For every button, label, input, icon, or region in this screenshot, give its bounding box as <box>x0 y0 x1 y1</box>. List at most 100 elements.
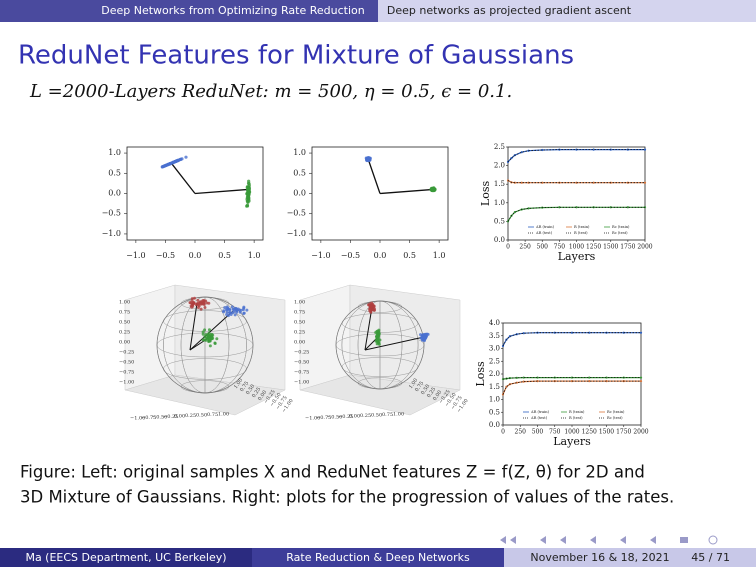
x-tick-label: 0.25 <box>360 413 371 419</box>
y-tick-label: 3.0 <box>489 345 500 353</box>
y-tick-label: 0.0 <box>494 236 505 244</box>
sample-point <box>368 307 372 311</box>
z-tick-label: 0.25 <box>119 330 130 336</box>
x-tick-label: 1500 <box>603 244 618 251</box>
sample-point <box>199 307 203 311</box>
loss-point <box>541 148 544 152</box>
loss-point <box>522 332 525 335</box>
loss-point <box>575 206 578 209</box>
nav-icon[interactable] <box>680 537 688 543</box>
loss-line <box>507 180 645 184</box>
legend-label: ΔR (test) <box>536 231 553 235</box>
y-tick-label: 2.0 <box>489 370 500 378</box>
sample-point <box>208 344 212 348</box>
x-tick-label: 1.00 <box>218 412 229 418</box>
x-tick-label: 1.00 <box>393 412 404 418</box>
sample-point <box>184 155 188 159</box>
sample-point <box>203 306 207 310</box>
feature-direction <box>189 310 234 351</box>
x-tick-label: −0.50 <box>152 415 167 421</box>
loss-point <box>639 331 643 334</box>
loss-point <box>626 206 629 209</box>
x-tick-label: −0.50 <box>327 415 342 421</box>
y-tick-label: 0.25 <box>251 386 262 399</box>
sphere-plot: 1.000.750.500.250.00−0.25−0.50−0.75−1.00… <box>294 284 470 422</box>
feature-direction <box>364 306 373 351</box>
sample-point <box>207 339 211 343</box>
sample-point <box>375 333 379 337</box>
x-tick-label: 250 <box>515 429 527 436</box>
sample-point <box>203 335 207 339</box>
x-tick-label: 0.25 <box>185 413 196 419</box>
legend-label: R (train) <box>574 225 590 229</box>
subtitle: L =2000-Layers ReduNet: m = 500, η = 0.5… <box>29 81 512 102</box>
sample-point <box>225 310 229 314</box>
loss-point <box>520 181 523 184</box>
x-tick-label: 1.0 <box>248 251 261 260</box>
z-tick-label: 0.75 <box>119 310 130 316</box>
loss-point <box>522 376 525 379</box>
x-tick-label: 0 <box>506 244 510 251</box>
y-tick-label: 1.0 <box>489 396 500 404</box>
legend-label: ΔR (train) <box>536 225 555 229</box>
y-tick-label: 1.5 <box>489 383 500 391</box>
feature-direction <box>189 302 198 351</box>
y-tick-label: 4.0 <box>489 319 500 327</box>
y-tick-label: 3.5 <box>489 332 500 340</box>
x-tick-label: 1250 <box>586 244 601 251</box>
x-tick-label: 0.0 <box>374 251 387 260</box>
loss-point <box>588 376 591 379</box>
sample-point <box>221 310 225 314</box>
y-tick-label: −1.0 <box>102 229 121 238</box>
x-tick-label: 1750 <box>616 429 631 436</box>
loss-point <box>588 380 591 383</box>
y-tick-label: 0.5 <box>489 408 500 416</box>
header-section[interactable]: Deep networks as projected gradient asce… <box>387 4 632 17</box>
loss-point <box>541 181 544 184</box>
sample-point <box>203 328 207 332</box>
sample-point <box>238 310 242 314</box>
legend-label: Rc (train) <box>612 225 630 229</box>
loss-point <box>508 335 511 338</box>
z-tick-label: 0.75 <box>294 310 305 316</box>
nav-symbols[interactable] <box>500 535 718 545</box>
loss-point <box>643 181 647 184</box>
y-tick-label: 2.0 <box>494 162 505 170</box>
y-tick-label: −0.5 <box>102 209 121 218</box>
z-tick-label: 0.25 <box>294 330 305 336</box>
nav-search[interactable] <box>708 535 718 545</box>
sample-point <box>215 337 219 341</box>
x-tick-label: −0.25 <box>338 414 353 420</box>
z-tick-label: 1.00 <box>119 300 130 306</box>
feature-direction <box>367 158 381 194</box>
sample-point <box>195 302 199 306</box>
sample-point <box>366 156 370 161</box>
x-tick-label: −0.5 <box>341 251 360 260</box>
y-tick-label: 0.00 <box>257 389 268 402</box>
loss-point <box>605 376 608 379</box>
y-tick-label: 1.0 <box>494 199 505 207</box>
sample-point <box>213 341 217 345</box>
sample-point <box>228 311 232 315</box>
sample-point <box>168 162 172 166</box>
y-tick-label: 0.5 <box>293 168 306 177</box>
sample-point <box>235 309 239 313</box>
z-tick-label: −0.50 <box>294 360 309 366</box>
x-tick-label: 750 <box>554 244 566 251</box>
footer-title: Rate Reduction & Deep Networks <box>286 551 470 564</box>
legend-label: ΔR (train) <box>531 410 550 414</box>
feature-direction <box>364 336 425 351</box>
header-section[interactable]: Deep Networks from Optimizing Rate Reduc… <box>101 4 365 17</box>
sample-point <box>376 336 380 340</box>
loss-point <box>570 331 574 334</box>
footer-left <box>0 548 252 567</box>
nav-arrows[interactable] <box>500 536 656 544</box>
y-tick-label: 2.5 <box>489 357 500 365</box>
x-tick-label: 250 <box>519 244 531 251</box>
x-axis-label: Layers <box>558 250 596 263</box>
sample-point <box>421 334 425 338</box>
x-tick-label: −0.25 <box>163 414 178 420</box>
x-tick-label: −1.0 <box>126 251 145 260</box>
y-tick-label: 0.0 <box>293 189 306 198</box>
